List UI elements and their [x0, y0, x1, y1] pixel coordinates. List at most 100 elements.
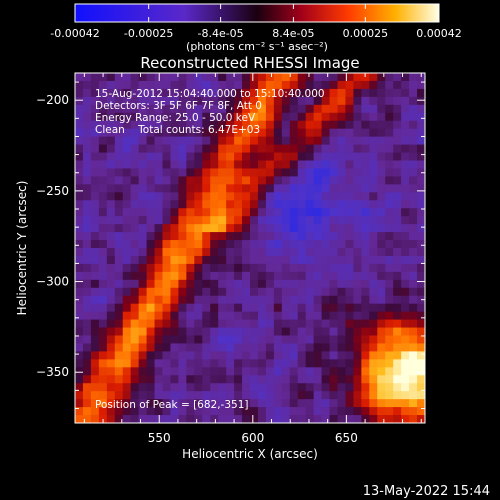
- heatmap-cell: [273, 271, 283, 281]
- heatmap-cell: [401, 303, 410, 313]
- heatmap-cell: [250, 160, 259, 169]
- heatmap-cell: [369, 399, 378, 408]
- heatmap-cell: [401, 168, 410, 177]
- heatmap-cell: [329, 407, 338, 416]
- heatmap-cell: [162, 343, 171, 352]
- heatmap-cell: [154, 407, 163, 416]
- heatmap-cell: [385, 128, 394, 138]
- heatmap-cell: [393, 335, 402, 344]
- heatmap-cell: [226, 279, 235, 289]
- heatmap-cell: [154, 311, 163, 320]
- heatmap-cell: [337, 88, 346, 98]
- heatmap-cell: [409, 343, 418, 352]
- heatmap-cell: [393, 383, 402, 392]
- heatmap-cell: [162, 200, 171, 209]
- heatmap-cell: [82, 383, 92, 392]
- heatmap-cell: [106, 327, 116, 336]
- heatmap-cell: [82, 184, 92, 193]
- heatmap-cell: [226, 184, 235, 193]
- heatmap-cell: [234, 279, 243, 289]
- heatmap-cell: [114, 279, 124, 289]
- heatmap-cell: [313, 319, 322, 328]
- heatmap-cell: [234, 327, 243, 336]
- heatmap-cell: [393, 295, 402, 305]
- heatmap-cell: [329, 367, 338, 376]
- heatmap-cell: [138, 184, 147, 193]
- heatmap-cell: [417, 144, 425, 153]
- colorbar-ticks: -0.00042 -0.00025 -8.4e-05 8.4e-05 0.00025 0.…: [50, 4, 462, 40]
- heatmap-cell: [122, 88, 132, 98]
- heatmap-cell: [385, 351, 394, 360]
- heatmap-cell: [82, 224, 92, 233]
- heatmap-cell: [345, 367, 354, 376]
- heatmap-cell: [186, 335, 195, 344]
- heatmap-cell: [90, 407, 100, 416]
- heatmap-cell: [98, 104, 108, 114]
- heatmap-cell: [353, 295, 362, 305]
- heatmap-cell: [242, 128, 251, 138]
- heatmap-cell: [75, 279, 84, 289]
- heatmap-cell: [337, 327, 346, 336]
- heatmap-cell: [401, 351, 410, 360]
- heatmap-cell: [409, 120, 418, 130]
- heatmap-cell: [82, 367, 92, 376]
- heatmap-cell: [401, 240, 410, 249]
- heatmap-cell: [170, 319, 179, 328]
- heatmap-cell: [321, 255, 330, 265]
- heatmap-cell: [186, 407, 195, 416]
- heatmap-cell: [417, 255, 425, 265]
- heatmap-cell: [242, 120, 251, 130]
- heatmap-cell: [130, 208, 140, 217]
- heatmap-cell: [114, 263, 124, 273]
- heatmap-cell: [122, 303, 132, 313]
- heatmap-cell: [313, 391, 322, 400]
- heatmap-cell: [273, 104, 283, 114]
- heatmap-cell: [265, 232, 275, 241]
- heatmap-cell: [361, 295, 370, 305]
- heatmap-cell: [377, 168, 386, 177]
- heatmap-cell: [194, 375, 203, 384]
- heatmap-cell: [257, 263, 267, 273]
- heatmap-cell: [194, 200, 203, 209]
- heatmap-cell: [170, 224, 179, 233]
- heatmap-cell: [194, 263, 203, 273]
- heatmap-cell: [393, 271, 402, 281]
- heatmap-cell: [154, 367, 163, 376]
- heatmap-plot-area: [75, 73, 425, 423]
- heatmap-cell: [329, 112, 338, 122]
- heatmap-cell: [250, 311, 259, 320]
- heatmap-cell: [393, 96, 402, 106]
- heatmap-cell: [345, 343, 354, 352]
- heatmap-cell: [234, 136, 243, 145]
- heatmap-cell: [162, 176, 171, 185]
- heatmap-cell: [265, 184, 275, 193]
- heatmap-cell: [385, 88, 394, 98]
- heatmap-cell: [385, 168, 394, 177]
- heatmap-cell: [353, 415, 362, 423]
- heatmap-cell: [130, 255, 140, 265]
- heatmap-cell: [353, 407, 362, 416]
- heatmap-cell: [369, 343, 378, 352]
- heatmap-cell: [154, 399, 163, 408]
- heatmap-cell: [154, 279, 163, 289]
- heatmap-cell: [146, 407, 155, 416]
- heatmap-cell: [257, 128, 267, 138]
- heatmap-cell: [82, 375, 92, 384]
- heatmap-cell: [114, 407, 124, 416]
- heatmap-cell: [273, 168, 283, 177]
- heatmap-cell: [90, 367, 100, 376]
- heatmap-cell: [98, 311, 108, 320]
- heatmap-cell: [305, 248, 315, 257]
- heatmap-cell: [369, 128, 378, 138]
- heatmap-cell: [242, 287, 251, 297]
- heatmap-cell: [75, 367, 84, 376]
- heatmap-cell: [409, 399, 418, 408]
- heatmap-cell: [353, 311, 362, 320]
- heatmap-cell: [234, 255, 243, 265]
- heatmap-cell: [186, 319, 195, 328]
- heatmap-cell: [377, 263, 386, 273]
- heatmap-cell: [162, 160, 171, 169]
- heatmap-cell: [377, 399, 386, 408]
- heatmap-cell: [218, 73, 227, 82]
- heatmap-cell: [377, 279, 386, 289]
